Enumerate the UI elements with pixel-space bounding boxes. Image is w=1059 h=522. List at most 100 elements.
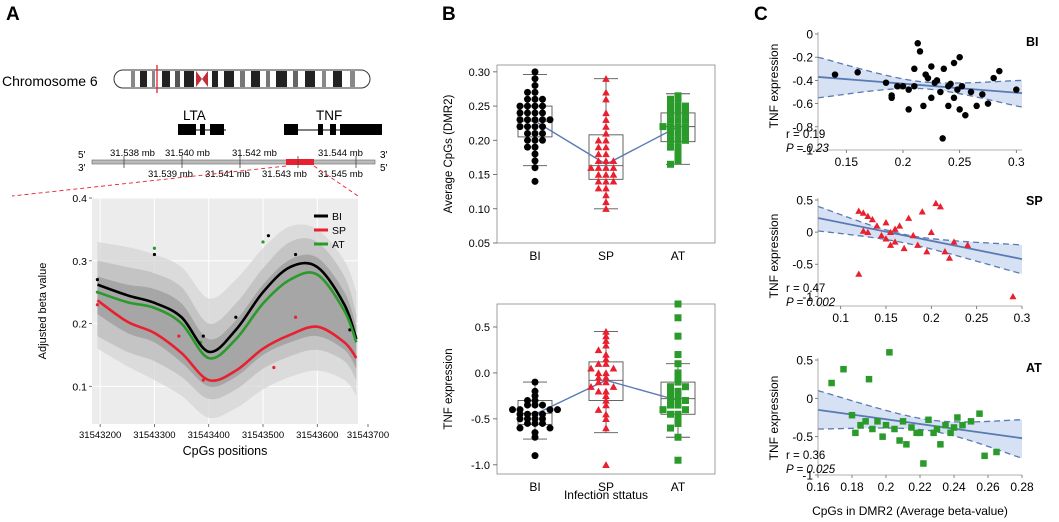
c3-ci-lower [817,427,1023,459]
b1-point-sp-17 [594,164,603,171]
c1-ytick-label-5: -1 [802,144,813,158]
b1-point-sp-3 [602,109,610,117]
c1-ci-upper [817,56,1023,84]
c1-point-34 [973,102,980,110]
b1-point-sp-23 [602,177,610,185]
c3-point-7 [869,425,876,433]
c1-point-31 [958,82,966,90]
panel-c2-title: SP [1026,194,1043,208]
b1-point-at-19 [674,136,682,144]
b1-xtick-label-at: AT [671,249,686,263]
c3-point-32 [993,448,1000,456]
b2-point-at-14 [674,396,682,404]
b1-point-sp-13 [602,157,610,164]
c2-ci-upper [817,205,1023,246]
b1-point-at-1 [674,95,682,103]
c1-point-24 [945,102,952,110]
b1-point-sp-28 [602,191,610,199]
c2-point-9 [882,219,890,226]
c1-point-0 [831,71,839,78]
c1-point-7 [905,106,912,113]
c2-point-23 [932,199,940,207]
b1-point-sp-15 [609,157,618,164]
b1-point-bi-15 [516,109,524,117]
b2-point-sp-0 [602,327,610,335]
b1-point-sp-27 [594,184,603,192]
panel-a-point-at-15 [261,240,265,244]
c3-point-24 [942,421,949,429]
panel-label-c: C [754,4,768,25]
c2-xtick-label-4: 0.3 [1014,311,1031,325]
c1-point-4 [888,94,895,102]
c2-xtick-label-2: 0.2 [923,311,940,325]
b2-point-bi-22 [539,419,546,427]
c2-point-1 [855,270,863,277]
b2-point-sp-16 [594,378,603,386]
b1-point-sp-11 [602,150,610,158]
c1-ytick-label-0: 0 [806,28,813,42]
panel-a-point-bi-0 [95,278,100,282]
b2-point-at-13 [667,392,674,400]
panel-a-point-sp-11 [293,315,298,319]
panel-a-point-bi-3 [234,315,238,319]
b2-point-at-19 [682,406,689,414]
b1-ytick-label-2: 0.15 [469,170,490,182]
b1-point-bi-12 [531,109,539,117]
c2-xtick-label-1: 0.15 [874,311,898,325]
b2-point-at-15 [667,396,674,404]
c2-ytick-label-2: -0.5 [792,258,813,272]
c2-point-15 [896,222,904,229]
b2-point-at-18 [667,401,674,409]
c3-xtick-label-6: 0.28 [1010,480,1034,494]
c3-point-23 [937,441,944,448]
c2-ci-lower [817,230,1023,275]
c2-point-27 [950,238,958,245]
b2-point-sp-22 [602,396,610,404]
b2-point-bi-9 [546,406,554,414]
c3-xtick-label-2: 0.2 [878,480,895,494]
b1-point-sp-9 [602,143,610,151]
b1-point-bi-18 [539,116,546,124]
b2-point-at-9 [682,383,689,391]
c1-point-33 [967,88,975,96]
panel-a-point-sp-9 [201,378,205,382]
strand-right-bottom: 5' [380,163,388,174]
c1-ytick-label-3: -0.6 [792,97,813,111]
b1-point-sp-6 [602,129,610,137]
b2-point-at-8 [667,383,674,391]
c3-ytick-label-3: -1 [802,469,813,483]
gene-structure-lta [178,124,226,135]
panel-a-lines [96,261,358,383]
b1-point-bi-35 [531,164,539,172]
b1-point-bi-22 [524,123,531,131]
panel-a-legend: BI SP AT [314,211,346,251]
b1-point-sp-25 [609,177,618,185]
c3-point-17 [913,429,920,437]
c2-point-16 [900,244,908,252]
gene-structure-tnf [284,124,382,135]
b1-point-sp-24 [594,177,603,185]
c2-point-4 [864,212,872,219]
b1-point-sp-8 [594,136,603,144]
b1-ytick-label-5: 0.30 [469,67,490,79]
c3-point-26 [950,424,958,431]
b1-point-sp-10 [594,143,603,151]
b2-point-sp-28 [602,461,610,468]
scale-label-bottom-1: 31.539 mb [148,169,193,180]
panel-a-ytick-label-0: 0.1 [72,381,87,393]
panel-a-point-bi-4 [266,234,271,238]
b1-point-at-23 [667,143,674,151]
b2-point-at-5 [674,369,682,377]
b1-point-sp-18 [609,164,618,171]
b1-point-at-13 [667,123,674,131]
b1-point-at-20 [667,136,674,144]
b2-point-bi-7 [539,401,546,409]
panel-c2-annotation-r: r = 0.47 [786,283,825,295]
panel-c3-ylabel: TNF expression [767,376,781,461]
panel-c2-annotation-p: P = 0.002 [786,297,836,309]
panel-a-ylabel: Adjusted beta value [37,263,49,360]
c2-point-25 [941,247,949,255]
b2-point-sp-1 [602,332,610,340]
b1-point-at-3 [674,102,682,110]
